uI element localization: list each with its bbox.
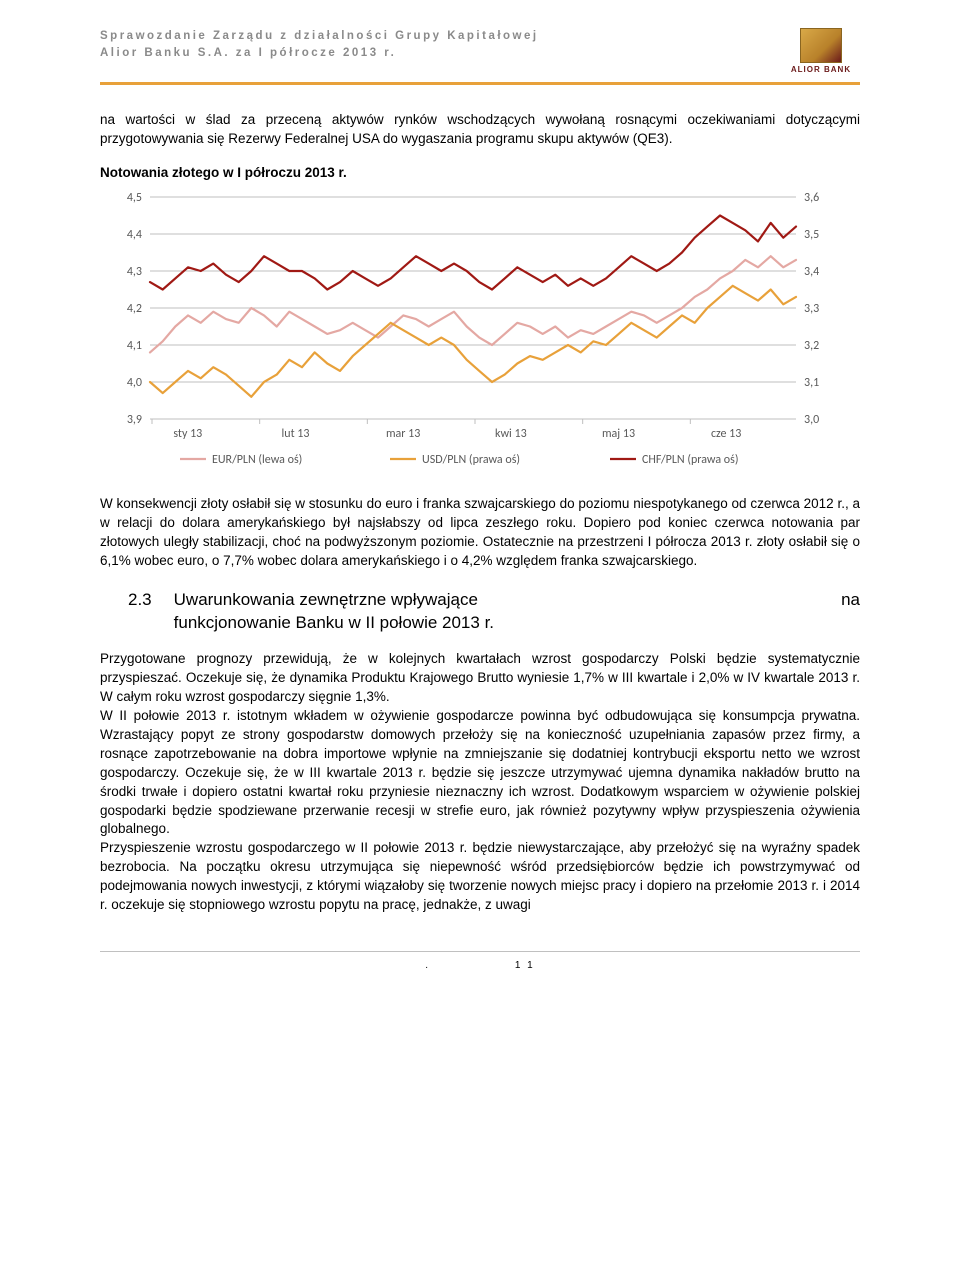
svg-text:CHF/PLN (prawa oś): CHF/PLN (prawa oś)	[642, 453, 738, 467]
svg-text:3,4: 3,4	[804, 265, 819, 279]
paragraph-chart-comment: W konsekwencji złoty osłabił się w stosu…	[100, 495, 860, 571]
svg-text:EUR/PLN (lewa oś): EUR/PLN (lewa oś)	[212, 453, 302, 467]
page-footer: . 1 1	[100, 951, 860, 973]
chart-svg: 4,5 3,6 4,4 3,5 4,3 3,4 4,2 3,3 4,1 3,2 4,0 3,1 3,9 3…	[100, 189, 846, 477]
header-title: Sprawozdanie Zarządu z działalności Grup…	[100, 28, 539, 63]
section-title-trailing: na	[841, 589, 860, 612]
svg-text:kwi 13: kwi 13	[495, 427, 527, 441]
svg-text:cze 13: cze 13	[711, 427, 741, 441]
exchange-rate-chart: 4,5 3,6 4,4 3,5 4,3 3,4 4,2 3,3 4,1 3,2 4,0 3,1 3,9 3…	[100, 189, 860, 477]
svg-text:USD/PLN (prawa oś): USD/PLN (prawa oś)	[422, 453, 520, 467]
header-line-2: Alior Banku S.A. za I półrocze 2013 r.	[100, 47, 396, 59]
chart-title: Notowania złotego w I półroczu 2013 r.	[100, 163, 860, 183]
alior-bank-logo: ALIOR BANK	[782, 28, 860, 76]
svg-text:3,9: 3,9	[127, 413, 142, 427]
svg-text:3,5: 3,5	[804, 228, 819, 242]
svg-text:4,2: 4,2	[127, 302, 142, 316]
logo-mark	[800, 28, 842, 63]
svg-text:4,1: 4,1	[127, 339, 142, 353]
footer-dot: .	[425, 960, 430, 971]
svg-text:3,0: 3,0	[804, 413, 819, 427]
header-line-1: Sprawozdanie Zarządu z działalności Grup…	[100, 30, 539, 42]
svg-text:3,3: 3,3	[804, 302, 819, 316]
svg-text:mar 13: mar 13	[386, 427, 420, 441]
section-title: Uwarunkowania zewnętrzne wpływające na f…	[174, 589, 860, 635]
svg-text:sty 13: sty 13	[173, 427, 202, 441]
paragraph-5: Przyspieszenie wzrostu gospodarczego w I…	[100, 839, 860, 915]
page-number: 1 1	[515, 960, 535, 971]
paragraph-intro: na wartości w ślad za przeceną aktywów r…	[100, 111, 860, 149]
paragraph-3: Przygotowane prognozy przewidują, że w k…	[100, 650, 860, 707]
paragraph-4: W II połowie 2013 r. istotnym wkładem w …	[100, 707, 860, 839]
page-header: Sprawozdanie Zarządu z działalności Grup…	[100, 28, 860, 85]
section-number: 2.3	[128, 589, 152, 612]
section-title-line2: funkcjonowanie Banku w II połowie 2013 r…	[174, 613, 494, 632]
svg-text:4,4: 4,4	[127, 228, 142, 242]
svg-text:4,0: 4,0	[127, 376, 142, 390]
svg-text:3,2: 3,2	[804, 339, 819, 353]
svg-text:lut 13: lut 13	[282, 427, 310, 441]
svg-text:4,5: 4,5	[127, 191, 142, 205]
svg-text:3,1: 3,1	[804, 376, 819, 390]
logo-label: ALIOR BANK	[791, 64, 851, 76]
section-title-line1: Uwarunkowania zewnętrzne wpływające	[174, 589, 478, 612]
section-2-3-heading: 2.3 Uwarunkowania zewnętrzne wpływające …	[128, 589, 860, 635]
svg-text:4,3: 4,3	[127, 265, 142, 279]
svg-text:3,6: 3,6	[804, 191, 819, 205]
svg-text:maj 13: maj 13	[602, 427, 635, 441]
